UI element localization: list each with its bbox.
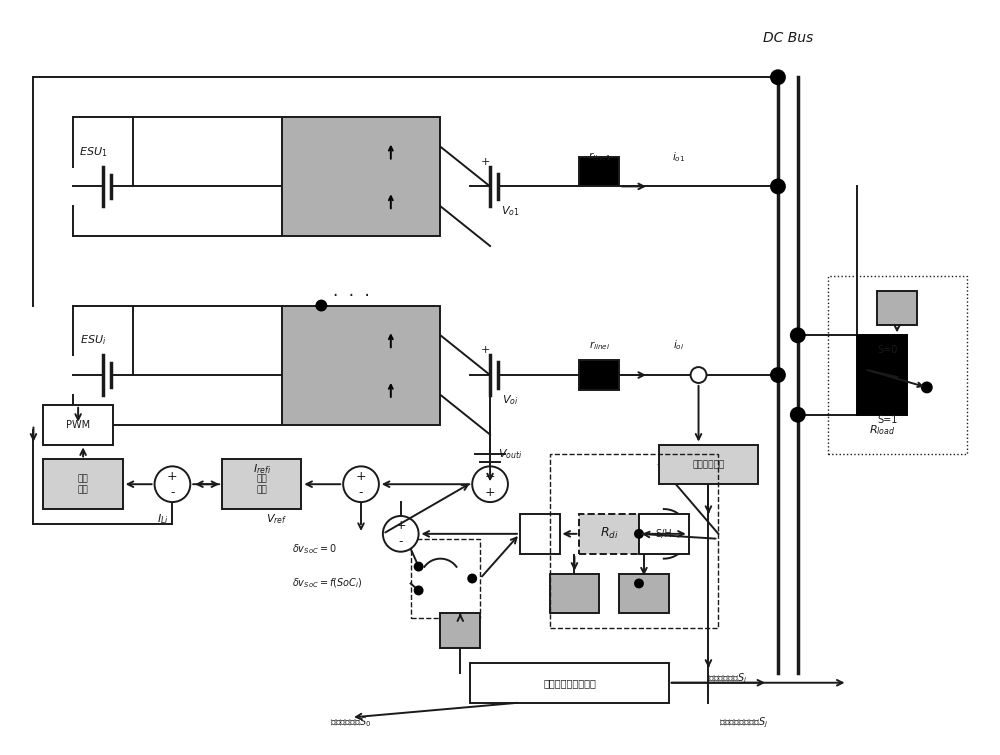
Bar xyxy=(282,306,440,424)
Bar xyxy=(857,335,907,414)
Text: 一阶离散一致性算法: 一阶离散一致性算法 xyxy=(543,678,596,688)
Text: +: + xyxy=(485,470,495,482)
Text: DC Bus: DC Bus xyxy=(763,30,813,45)
Bar xyxy=(619,574,669,613)
Text: $i_{oi}$: $i_{oi}$ xyxy=(673,338,684,352)
Circle shape xyxy=(155,467,190,502)
Text: $V_{outi}$: $V_{outi}$ xyxy=(498,448,522,461)
Text: -: - xyxy=(398,535,403,548)
Bar xyxy=(520,514,560,553)
Text: +: + xyxy=(480,345,490,355)
Text: $V_{ref}$: $V_{ref}$ xyxy=(266,512,287,525)
Bar xyxy=(579,156,619,186)
Text: $R_{load}$: $R_{load}$ xyxy=(869,423,895,436)
Bar xyxy=(282,117,440,236)
Circle shape xyxy=(862,365,872,375)
Bar xyxy=(550,455,718,628)
Text: $i_{o1}$: $i_{o1}$ xyxy=(672,149,685,164)
Text: $V_{oi}$: $V_{oi}$ xyxy=(502,393,518,407)
Text: 全局切换信号$S_0$: 全局切换信号$S_0$ xyxy=(330,716,372,729)
Text: $R_{di}$: $R_{di}$ xyxy=(600,526,619,541)
Text: ·  ·  ·: · · · xyxy=(333,287,369,304)
Text: $\delta v_{SoC}=0$: $\delta v_{SoC}=0$ xyxy=(292,542,336,556)
Text: S=0: S=0 xyxy=(877,345,898,355)
Text: 电压
环路: 电压 环路 xyxy=(256,474,267,494)
Text: $ESU_i$: $ESU_i$ xyxy=(80,334,106,347)
Bar xyxy=(579,514,639,553)
Text: $ESU_1$: $ESU_1$ xyxy=(79,145,107,159)
Text: 相邻单元迭代信号$S_j$: 相邻单元迭代信号$S_j$ xyxy=(719,715,768,729)
Text: +: + xyxy=(395,519,406,532)
Circle shape xyxy=(791,408,805,422)
Text: +: + xyxy=(356,470,366,482)
Text: S/H: S/H xyxy=(655,528,672,539)
Text: -: - xyxy=(170,485,175,498)
Circle shape xyxy=(771,180,785,193)
Text: $\delta v_{SoC}=f(SoC_i)$: $\delta v_{SoC}=f(SoC_i)$ xyxy=(292,577,362,590)
Circle shape xyxy=(771,368,785,382)
Text: $V_{o1}$: $V_{o1}$ xyxy=(501,205,519,218)
Bar xyxy=(659,445,758,484)
Bar xyxy=(639,514,689,553)
Bar xyxy=(43,405,113,445)
Bar xyxy=(43,459,123,509)
Text: PWM: PWM xyxy=(66,420,90,430)
Text: +: + xyxy=(485,485,495,498)
Text: 本地迭代信号$S_i$: 本地迭代信号$S_i$ xyxy=(708,671,748,685)
Circle shape xyxy=(468,575,476,582)
Circle shape xyxy=(635,580,643,587)
Text: +: + xyxy=(480,156,490,167)
Text: $r_{linei}$: $r_{linei}$ xyxy=(589,339,610,352)
Text: S=1: S=1 xyxy=(877,414,898,424)
Text: $r_{line1}$: $r_{line1}$ xyxy=(588,150,611,163)
Bar xyxy=(222,459,301,509)
Bar xyxy=(877,291,917,325)
Text: +: + xyxy=(167,470,178,482)
Circle shape xyxy=(415,562,423,571)
Circle shape xyxy=(922,383,932,393)
Circle shape xyxy=(415,587,423,594)
Bar xyxy=(470,663,669,703)
Circle shape xyxy=(343,467,379,502)
Bar xyxy=(550,574,599,613)
Text: 电流
环路: 电流 环路 xyxy=(78,474,88,494)
Circle shape xyxy=(691,367,706,383)
Text: 虚拟阻抗迭代: 虚拟阻抗迭代 xyxy=(692,460,725,469)
Circle shape xyxy=(472,467,508,502)
Bar xyxy=(579,360,619,390)
Circle shape xyxy=(635,530,643,538)
Circle shape xyxy=(771,70,785,84)
Text: $I_{Li}$: $I_{Li}$ xyxy=(157,512,168,525)
Text: -: - xyxy=(359,485,363,498)
Circle shape xyxy=(383,516,419,552)
Circle shape xyxy=(862,400,872,410)
Circle shape xyxy=(316,300,326,310)
Bar xyxy=(828,276,967,455)
Bar xyxy=(440,613,480,648)
Circle shape xyxy=(791,328,805,342)
Text: $I_{refi}$: $I_{refi}$ xyxy=(253,462,271,476)
Bar xyxy=(411,539,480,618)
